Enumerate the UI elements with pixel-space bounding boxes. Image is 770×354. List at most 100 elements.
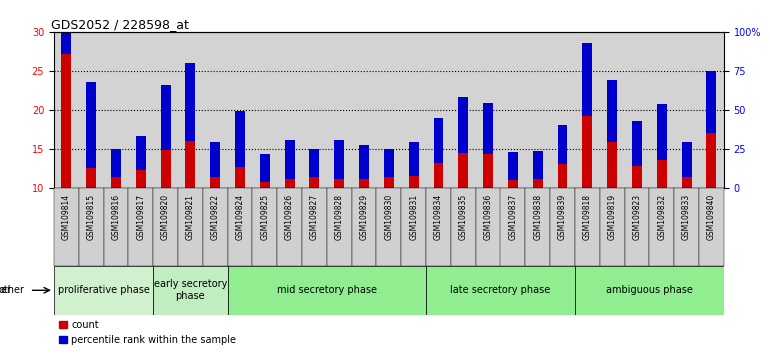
Bar [86,168,96,188]
Bar [129,188,153,266]
Bar [409,142,419,176]
Bar [153,266,228,315]
Text: proliferative phase: proliferative phase [58,285,149,295]
Text: GSM109833: GSM109833 [682,194,691,240]
Bar [334,179,344,188]
Bar [377,188,401,266]
Bar [458,97,468,153]
Text: GSM109824: GSM109824 [236,194,245,240]
Bar [334,140,344,179]
Bar [235,110,245,167]
Text: GSM109817: GSM109817 [136,194,146,240]
Bar [657,160,667,188]
Bar [178,188,203,266]
Text: GSM109830: GSM109830 [384,194,393,240]
Text: GSM109828: GSM109828 [335,194,343,240]
Bar [62,54,72,188]
Text: late secretory phase: late secretory phase [450,285,551,295]
Bar [326,188,352,266]
Text: GSM109823: GSM109823 [632,194,641,240]
Bar [111,177,121,188]
Bar [310,177,320,188]
Bar [153,188,178,266]
Bar [557,125,567,164]
Text: GSM109820: GSM109820 [161,194,170,240]
Bar [657,104,667,160]
Text: GSM109837: GSM109837 [508,194,517,240]
Bar [458,153,468,188]
Bar [550,188,575,266]
Bar [277,188,302,266]
Bar [632,166,642,188]
Text: GSM109835: GSM109835 [459,194,468,240]
Bar [203,188,228,266]
Text: GSM109818: GSM109818 [583,194,592,240]
Text: GSM109831: GSM109831 [409,194,418,240]
Text: other: other [0,285,12,295]
Bar [699,188,724,266]
Text: other: other [0,285,25,295]
Bar [500,188,525,266]
Bar [235,167,245,188]
Bar [533,179,543,188]
Text: GSM109827: GSM109827 [310,194,319,240]
Bar [426,266,575,315]
Bar [359,179,369,188]
Bar [624,188,649,266]
Bar [409,176,419,188]
Bar [649,188,675,266]
Text: GSM109832: GSM109832 [658,194,666,240]
Bar [259,154,270,182]
Bar [483,154,493,188]
Text: GDS2052 / 228598_at: GDS2052 / 228598_at [51,18,189,31]
Text: GSM109814: GSM109814 [62,194,71,240]
Legend: count, percentile rank within the sample: count, percentile rank within the sample [59,320,236,345]
Bar [476,188,501,266]
Bar [111,149,121,177]
Bar [681,142,691,177]
Bar [582,116,592,188]
Bar [359,145,369,179]
Bar [384,149,393,177]
Bar [210,177,220,188]
Text: GSM109838: GSM109838 [533,194,542,240]
Bar [186,63,196,141]
Bar [434,164,444,188]
Bar [352,188,377,266]
Bar [525,188,550,266]
Text: GSM109821: GSM109821 [186,194,195,240]
Bar [161,150,170,188]
Bar [600,188,624,266]
Bar [62,10,72,54]
Bar [285,140,295,179]
Bar [210,142,220,177]
Bar [384,177,393,188]
Text: early secretory
phase: early secretory phase [154,279,227,301]
Bar [632,121,642,166]
Bar [186,141,196,188]
Bar [79,188,103,266]
Bar [228,188,253,266]
Text: GSM109822: GSM109822 [211,194,219,240]
Bar [582,43,592,116]
Bar [136,136,146,171]
Text: GSM109840: GSM109840 [707,194,716,240]
Bar [310,149,320,177]
Text: GSM109815: GSM109815 [86,194,95,240]
Bar [434,118,444,164]
Bar [451,188,476,266]
Bar [508,180,518,188]
Bar [54,188,79,266]
Bar [608,80,617,142]
Bar [259,182,270,188]
Bar [86,82,96,168]
Bar [675,188,699,266]
Text: mid secretory phase: mid secretory phase [277,285,377,295]
Bar [228,266,426,315]
Text: GSM109839: GSM109839 [558,194,567,240]
Text: GSM109826: GSM109826 [285,194,294,240]
Bar [706,133,716,188]
Bar [103,188,129,266]
Bar [136,171,146,188]
Bar [608,142,617,188]
